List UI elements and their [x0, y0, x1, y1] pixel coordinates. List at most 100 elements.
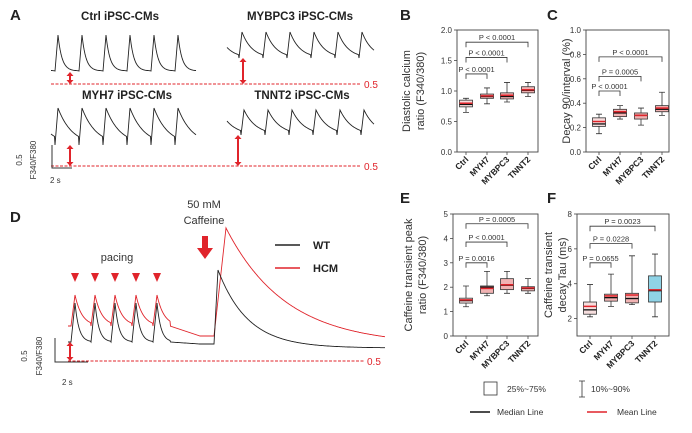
plot-frame: [576, 213, 670, 337]
whisker: [463, 285, 469, 308]
reference-label-top: 0.5: [364, 80, 378, 91]
y-tick-label: 4: [444, 234, 449, 243]
panel-d: D pacing 50 mM Caffeine WT HCM 0.5 0.5 F…: [10, 199, 385, 387]
y-tick-label: 8: [568, 210, 573, 219]
significance-bracket: [465, 262, 488, 268]
plot-frame: [585, 29, 670, 153]
y-tick-label: 2.0: [441, 26, 453, 35]
y-tick-label: 2: [444, 283, 449, 292]
trace-hcm: [68, 226, 385, 338]
boxplot-legend: 25%~75% 10%~90% Median Line Mean Line: [470, 380, 657, 417]
legend-box-swatch: [483, 381, 498, 396]
title-tnnt2: TNNT2 iPSC-CMs: [254, 90, 349, 102]
diastolic-arrow-ctrl-heads: [66, 72, 74, 84]
pacing-stimulus-icon: [132, 273, 140, 282]
reference-label-bottom: 0.5: [364, 162, 378, 173]
p-value-label: P = 0.0228: [593, 235, 629, 244]
whisker: [659, 91, 665, 116]
whisker: [629, 255, 635, 306]
caffeine-dose: 50 mM: [187, 199, 221, 211]
panel-label-f: F: [547, 190, 556, 207]
scale-y-unit-a: F340/F380: [29, 140, 38, 179]
whisker: [463, 97, 469, 113]
significance-bracket: [589, 225, 656, 232]
legend-whisker-label: 10%~90%: [591, 384, 630, 394]
scale-y-value-a: 0.5: [15, 154, 24, 166]
title-mybpc3: MYBPC3 iPSC-CMs: [247, 11, 353, 23]
p-value-label: P = 0.0023: [604, 217, 640, 226]
category-label: Ctrl: [453, 154, 470, 171]
legend-wt-label: WT: [313, 240, 330, 252]
trace-wt: [68, 269, 385, 349]
whisker: [638, 107, 644, 126]
p-value-label: P < 0.0001: [591, 82, 627, 91]
category-label: Ctrl: [453, 338, 470, 355]
p-value-label: P < 0.0001: [468, 233, 504, 242]
trace-tnnt2: [226, 108, 375, 136]
y-tick-label: 1.5: [441, 57, 453, 66]
box-mybpc3: [625, 255, 639, 306]
scale-bar-d: [54, 338, 88, 363]
y-tick-label: 0.4: [570, 99, 582, 108]
box-mybpc3: [500, 270, 514, 294]
y-tick-label: 2: [568, 315, 573, 324]
title-myh7: MYH7 iPSC-CMs: [82, 90, 172, 102]
p-value-label: P < 0.0001: [458, 65, 494, 74]
trace-mybpc3: [226, 31, 375, 59]
box-tnnt2: [648, 253, 662, 318]
iqr-box: [648, 275, 662, 303]
y-tick-label: 0.6: [570, 75, 582, 84]
y-tick-label: 5: [444, 210, 449, 219]
y-tick-label: 1.0: [570, 26, 582, 35]
p-value-label: P = 0.0005: [479, 215, 515, 224]
pacing-stimulus-icon: [153, 273, 161, 282]
y-tick-label: 0.8: [570, 50, 582, 59]
whisker: [484, 270, 490, 297]
y-axis-label: ratio (F340/380): [415, 52, 427, 130]
y-tick-label: 0.2: [570, 124, 582, 133]
scale-x-a: 2 s: [50, 176, 61, 185]
panel-label-c: C: [547, 7, 558, 24]
y-tick-label: 1.0: [441, 87, 453, 96]
y-tick-label: 3: [444, 259, 449, 268]
box-tnnt2: [655, 91, 669, 116]
category-label: TNNT2: [506, 154, 533, 181]
boxplot-panel-b: 0.0 0.5 1.0 1.5 2.0 Diastolic calcium ratio (F…: [401, 26, 539, 186]
boxplot-panel-c: 0.0 0.2 0.4 0.6 0.8 1.0 Decay 90/interval (%) C…: [561, 26, 670, 186]
category-label: TNNT2: [633, 338, 660, 365]
whisker: [596, 113, 602, 135]
box-ctrl: [592, 113, 606, 135]
legend-hcm-label: HCM: [313, 263, 338, 275]
scale-bar-a: [51, 145, 72, 169]
panel-label-b: B: [400, 7, 411, 24]
box-tnnt2: [521, 278, 535, 294]
whisker: [504, 270, 510, 294]
reference-label-d: 0.5: [367, 357, 381, 368]
significance-bracket: [465, 241, 508, 248]
iqr-box: [480, 285, 494, 294]
box-myh7: [604, 273, 618, 307]
significance-bracket: [598, 75, 642, 82]
significance-bracket: [465, 73, 488, 79]
legend-whisker-swatch: [579, 380, 585, 398]
plot-frame: [452, 213, 539, 337]
legend-median-label: Median Line: [497, 407, 544, 417]
panel-label-e: E: [400, 190, 410, 207]
y-tick-label: 0: [444, 332, 449, 341]
scale-y-unit-d: F340/F380: [35, 336, 44, 375]
caffeine-arrow-icon: [197, 236, 213, 259]
y-axis-label: Caffeine transient peak: [403, 218, 415, 331]
whisker: [617, 105, 623, 120]
y-axis-label: decay Tau (ms): [557, 238, 569, 313]
box-myh7: [480, 270, 494, 297]
box-mybpc3: [500, 82, 514, 103]
p-value-label: P = 0.0655: [582, 254, 618, 263]
box-myh7: [613, 105, 627, 120]
significance-bracket: [589, 262, 612, 268]
significance-bracket: [465, 41, 529, 48]
box-myh7: [480, 87, 494, 105]
p-value-label: P < 0.0001: [612, 48, 648, 57]
whisker: [608, 273, 614, 307]
whisker: [484, 87, 490, 105]
